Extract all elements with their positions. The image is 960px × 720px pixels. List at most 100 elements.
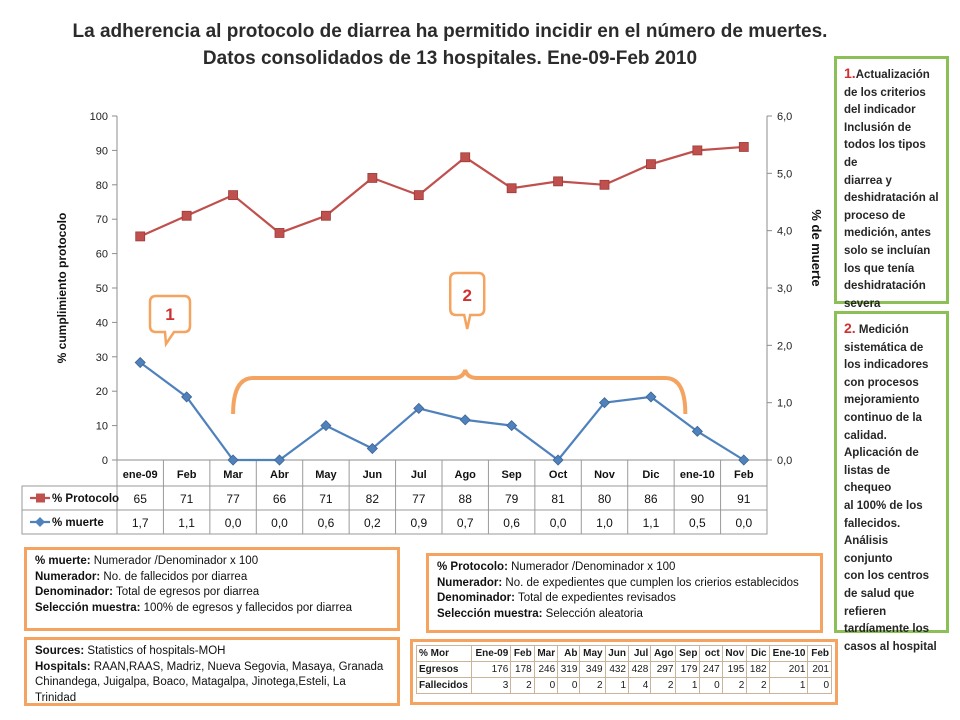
y-tick-label-left: 50 bbox=[96, 283, 108, 295]
protocolo-point bbox=[135, 231, 146, 242]
counts-header-cell: oct bbox=[699, 645, 723, 662]
side-note-2-line: fallecidos. bbox=[844, 517, 901, 530]
data-table-value: 79 bbox=[505, 492, 519, 506]
data-table-value: 66 bbox=[273, 492, 287, 506]
side-note-2-line: continuo de la bbox=[844, 411, 922, 424]
def-muerte-text-1: Numerador /Denominador x 100 bbox=[90, 555, 259, 567]
counts-cell: 432 bbox=[604, 661, 630, 678]
data-table-value: 0,5 bbox=[689, 516, 706, 530]
y-tick-label-left: 80 bbox=[96, 180, 108, 192]
x-tick-label: ene-09 bbox=[123, 469, 158, 481]
side-note-2-line: Análisis conjunto bbox=[844, 535, 893, 565]
hospitals-label: Hospitals: bbox=[35, 660, 91, 673]
counts-header-cell: Mar bbox=[533, 645, 559, 662]
side-note-1-line: de los criterios bbox=[844, 86, 926, 99]
counts-cell: 4 bbox=[627, 677, 652, 694]
counts-cell: 2 bbox=[721, 677, 748, 694]
protocolo-point bbox=[646, 159, 656, 170]
data-table-value: 1,1 bbox=[643, 516, 660, 530]
side-note-2-number: 2. bbox=[844, 320, 856, 336]
muerte-point bbox=[645, 391, 657, 403]
side-note-2-line: mejoramiento bbox=[844, 394, 920, 407]
y-axis-title-right: % de muerte bbox=[809, 209, 824, 286]
counts-cell: Egresos bbox=[415, 661, 473, 678]
counts-cell: 2 bbox=[650, 677, 677, 694]
muerte-point bbox=[691, 425, 703, 437]
data-table-value: 0,0 bbox=[735, 516, 752, 530]
hospitals-text-2: Chinandega, Juigalpa, Boaco, Matagalpa, … bbox=[35, 676, 346, 704]
x-tick-label: Oct bbox=[549, 469, 568, 481]
muerte-point bbox=[227, 454, 239, 466]
counts-header-cell: May bbox=[579, 645, 606, 662]
data-table-value: 0,6 bbox=[318, 516, 335, 530]
y-tick-label-right: 4,0 bbox=[777, 226, 792, 238]
side-note-2-line: calidad. bbox=[844, 429, 887, 442]
def-protocolo-text-2: No. de expedientes que cumplen los crier… bbox=[502, 576, 799, 589]
def-muerte-label-4: Selección muestra: bbox=[35, 601, 141, 614]
data-table-value: 1,7 bbox=[132, 516, 149, 530]
side-note-2-line: de salud que bbox=[844, 587, 915, 600]
side-note-2-line: al 100% de los bbox=[844, 499, 923, 512]
def-muerte-text-3: Total de egresos por diarrea bbox=[112, 586, 260, 598]
data-table-value: 80 bbox=[598, 492, 612, 506]
side-note-1-text: Actualización de los criterios del indicad… bbox=[844, 69, 939, 310]
muerte-point bbox=[413, 402, 425, 414]
legend-label: % Protocolo bbox=[52, 493, 119, 505]
y-tick-label-right: 5,0 bbox=[777, 168, 792, 180]
slide-title: La adherencia al protocolo de diarrea ha… bbox=[70, 18, 830, 72]
protocolo-point bbox=[274, 228, 285, 238]
x-tick-label: May bbox=[315, 469, 337, 481]
counts-header-cell: Jun bbox=[604, 645, 630, 662]
def-muerte-label-1: % muerte: bbox=[35, 555, 91, 567]
side-note-2-line: Aplicación de bbox=[844, 447, 919, 460]
muerte-point bbox=[320, 420, 332, 432]
counts-cell: 247 bbox=[699, 661, 723, 678]
sources-box: Sources: Statistics of hospitals-MOH Hos… bbox=[24, 637, 400, 706]
x-tick-label: Ago bbox=[455, 469, 477, 481]
protocolo-point bbox=[692, 145, 703, 156]
counts-cell: 0 bbox=[807, 677, 832, 694]
protocolo-point bbox=[181, 210, 192, 221]
protocolo-point bbox=[460, 152, 471, 163]
protocolo-point bbox=[553, 176, 563, 187]
counts-header-cell: Ene-09 bbox=[471, 645, 512, 662]
def-protocolo-label-1: % Protocolo: bbox=[437, 561, 508, 573]
protocolo-point bbox=[506, 183, 517, 194]
counts-cell: 0 bbox=[533, 677, 559, 694]
side-note-2-line: Medición bbox=[855, 324, 909, 336]
counts-cell: 178 bbox=[510, 661, 535, 678]
muerte-point bbox=[181, 391, 193, 403]
data-table-value: 0,0 bbox=[271, 516, 288, 530]
callout-2-bubble bbox=[448, 271, 486, 330]
side-note-2-line: casos al hospital bbox=[844, 640, 937, 653]
y-tick-label-right: 6,0 bbox=[777, 111, 792, 123]
counts-cell: 176 bbox=[471, 661, 512, 678]
x-tick-label: Feb bbox=[177, 469, 197, 481]
title-line-2: Datos consolidados de 13 hospitales. Ene… bbox=[202, 48, 698, 69]
counts-cell: 428 bbox=[627, 661, 652, 678]
def-protocolo-text-4: Selección aleatoria bbox=[542, 607, 643, 620]
x-tick-label: Dic bbox=[642, 469, 659, 481]
data-table-value: 71 bbox=[319, 492, 333, 506]
y-tick-label-left: 70 bbox=[96, 214, 108, 226]
data-table-value: 0,0 bbox=[225, 516, 242, 530]
def-protocolo-label-4: Selección muestra: bbox=[437, 607, 543, 620]
y-tick-label-left: 20 bbox=[96, 386, 108, 398]
legend-marker-square bbox=[36, 493, 45, 503]
counts-cell: 246 bbox=[533, 661, 559, 678]
counts-header-cell: Nov bbox=[721, 645, 748, 662]
side-note-2-text: Medición sistemática de los indicadores con… bbox=[844, 324, 937, 653]
side-note-1-line: Actualización bbox=[855, 69, 930, 81]
side-note-1-line: todos los tipos de bbox=[844, 139, 926, 169]
protocolo-point bbox=[367, 173, 378, 183]
y-tick-label-left: 30 bbox=[96, 352, 108, 364]
muerte-point bbox=[134, 356, 146, 369]
counts-header-cell: Jul bbox=[627, 645, 652, 662]
counts-cell: 182 bbox=[746, 661, 770, 678]
x-tick-label: Jul bbox=[411, 469, 427, 481]
side-note-1-line: deshidratación bbox=[844, 280, 926, 293]
data-table-value: 91 bbox=[737, 492, 751, 506]
muerte-point bbox=[738, 454, 750, 466]
